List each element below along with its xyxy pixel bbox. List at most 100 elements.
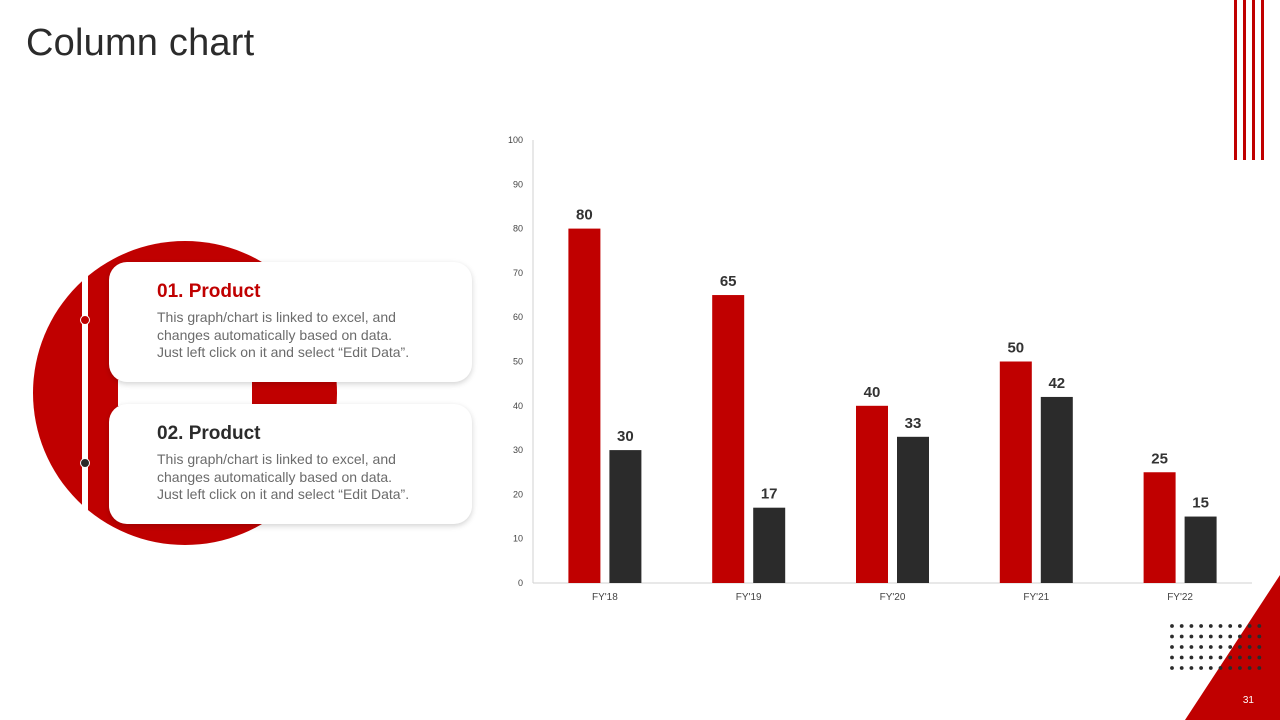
decor-dot [1238,624,1242,628]
decor-dot [1238,666,1242,670]
card-description: This graph/chart is linked to excel, and… [157,309,457,362]
decor-dot [1208,645,1213,649]
y-tick-label: 80 [513,224,523,234]
data-label: 33 [905,415,922,432]
decor-dot [1170,655,1174,660]
y-tick-label: 0 [518,578,523,588]
decor-dot [1179,666,1184,670]
timeline-dot-2 [80,458,90,468]
decor-dot [1247,645,1252,649]
decor-dot [1170,645,1174,649]
card-text-line: Just left click on it and select “Edit D… [157,344,410,360]
slide-title: Column chart [26,22,255,64]
data-label: 42 [1048,375,1065,392]
data-label: 17 [761,486,778,503]
decor-dot [1257,655,1262,660]
decor-dot [1257,624,1262,628]
decor-dot [1199,645,1203,649]
decor-dot [1218,624,1223,628]
decor-dot [1247,634,1252,639]
card-text-line: changes automatically based on data. [157,326,393,343]
card-title: 01. Product [157,281,261,302]
decor-dot [1238,645,1242,649]
decor-dot [1218,655,1223,660]
bar [609,450,642,583]
product-card-1: 01. Product This graph/chart is linked t… [109,262,472,382]
decor-dot [1247,655,1252,660]
timeline-dot-1 [80,315,90,325]
decor-dot [1218,645,1223,649]
decor-dot [1257,634,1262,639]
decor-dot [1179,655,1184,660]
product-card-2: 02. Product This graph/chart is linked t… [109,404,472,524]
decor-dot [1228,655,1233,660]
decor-dot [1218,666,1223,670]
x-tick-label: FY'18 [592,592,618,603]
bar [753,507,786,583]
x-tick-label: FY'19 [736,592,762,603]
y-tick-label: 30 [513,445,523,455]
decor-dot [1247,624,1252,628]
y-tick-label: 50 [513,357,523,367]
decor-dot [1228,634,1233,639]
decorative-stripes [1234,0,1264,160]
data-label: 30 [617,428,634,445]
corner-triangle [1185,575,1280,720]
y-tick-label: 10 [513,534,523,544]
decor-dot [1228,624,1233,628]
y-tick-label: 90 [513,179,523,189]
card-title: 02. Product [157,423,261,444]
decor-dot [1189,624,1194,628]
y-tick-label: 100 [508,135,523,145]
decor-dot [1199,655,1203,660]
decor-dot [1170,624,1174,628]
data-label: 65 [720,273,737,290]
y-tick-label: 40 [513,401,523,411]
decor-dot [1199,634,1203,639]
decor-dot [1238,655,1242,660]
decor-dot [1238,634,1242,639]
bar [897,436,929,583]
decor-dot [1247,666,1252,670]
data-label: 15 [1192,495,1209,512]
bar [1184,516,1217,583]
x-tick-label: FY'20 [880,592,906,603]
x-tick-label: FY'22 [1167,592,1193,603]
decor-dot [1189,645,1194,649]
decor-dot [1208,655,1213,660]
decor-dot [1179,624,1184,628]
x-tick-label: FY'21 [1023,592,1049,603]
bar [1143,472,1176,583]
decor-dot [1179,634,1184,639]
card-text-line: changes automatically based on data. [157,468,393,485]
data-label: 40 [864,384,881,401]
decor-dot [1170,666,1174,670]
decor-dot [1170,634,1174,639]
decor-dot [1189,666,1194,670]
data-label: 80 [576,207,593,224]
timeline-line [82,262,88,524]
decor-dot [1189,655,1194,660]
decor-dot [1218,634,1223,639]
decor-dot [1208,634,1213,639]
y-tick-label: 70 [513,268,523,278]
bar [568,228,601,583]
circle-gap [118,380,252,406]
data-label: 25 [1151,450,1168,467]
card-text-line: This graph/chart is linked to excel, and [157,451,396,467]
bar [1040,396,1073,583]
bar [712,295,745,583]
bar [856,405,888,583]
decor-dot [1257,645,1262,649]
decor-dot [1189,634,1194,639]
decor-dot [1228,666,1233,670]
decor-dot [1257,666,1262,670]
decor-dot [1179,645,1184,649]
y-tick-label: 20 [513,489,523,499]
decor-dot [1228,645,1233,649]
card-text-line: This graph/chart is linked to excel, and [157,309,396,325]
decor-dot [1208,666,1213,670]
bar [999,361,1032,583]
y-tick-label: 60 [513,312,523,322]
